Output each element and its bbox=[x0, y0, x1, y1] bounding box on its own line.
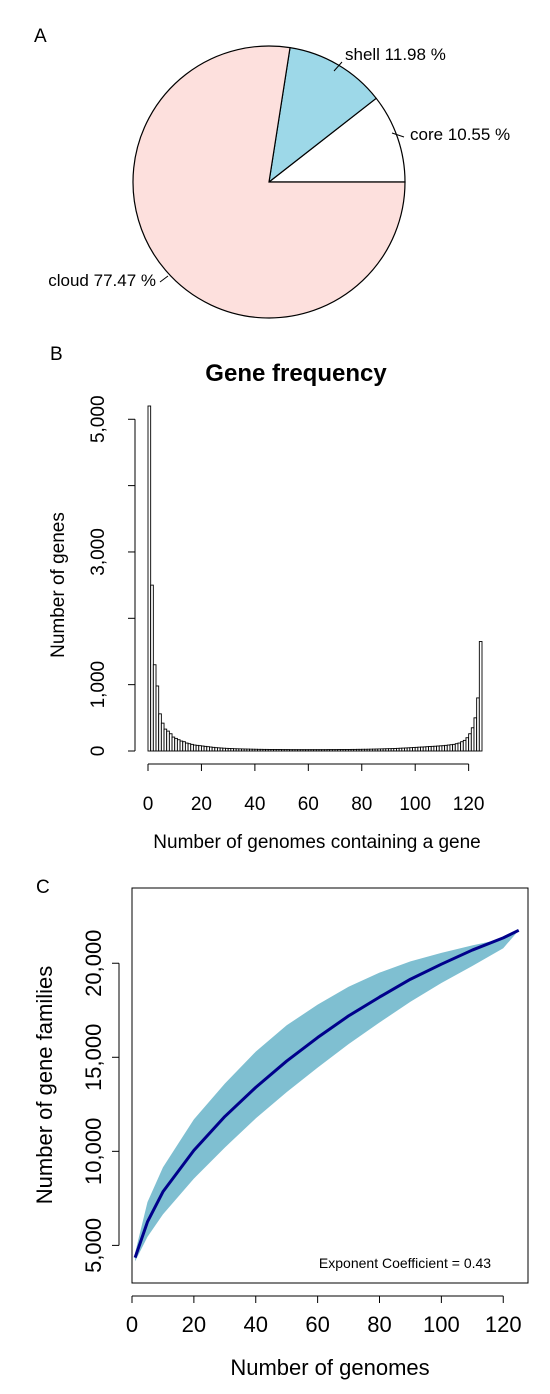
pie-slice-core bbox=[267, 97, 406, 183]
curve-y-tick-label: 5,000 bbox=[81, 1218, 106, 1273]
curve-x-tick-label: 0 bbox=[126, 1312, 138, 1337]
curve-x-tick-label: 80 bbox=[367, 1312, 391, 1337]
confidence-band bbox=[135, 930, 519, 1262]
panel-b-label: B bbox=[50, 344, 63, 365]
histogram-bar bbox=[478, 641, 483, 752]
histogram-y-tick-label: 3,000 bbox=[88, 528, 109, 576]
exponent-coefficient-annotation: Exponent Coefficient = 0.43 bbox=[319, 1255, 491, 1271]
pie-leader-core bbox=[391, 132, 405, 138]
curve-x-tick-label: 100 bbox=[423, 1312, 460, 1337]
mean-curve bbox=[133, 928, 520, 1259]
pie-slice-shell bbox=[268, 46, 378, 184]
curve-y-tick-label: 10,000 bbox=[81, 1118, 106, 1185]
pie-leader-cloud bbox=[159, 275, 169, 283]
histogram-y-tick-label: 1,000 bbox=[88, 661, 109, 709]
histogram-y-axis-label: Number of genes bbox=[48, 512, 69, 658]
histogram-x-tick-label: 20 bbox=[191, 794, 212, 815]
curve-y-tick-label: 20,000 bbox=[81, 930, 106, 997]
histogram-title: Gene frequency bbox=[205, 360, 387, 387]
histogram-x-axis-label: Number of genomes containing a gene bbox=[153, 832, 480, 853]
pie-slice-cloud bbox=[132, 45, 406, 319]
curve-x-tick-label: 20 bbox=[182, 1312, 206, 1337]
histogram-x-tick-label: 40 bbox=[244, 794, 265, 815]
curve-x-axis-label: Number of genomes bbox=[230, 1355, 429, 1380]
curve-x-tick-label: 40 bbox=[244, 1312, 268, 1337]
curve-x-tick-label: 60 bbox=[305, 1312, 329, 1337]
histogram-x-tick-label: 60 bbox=[298, 794, 319, 815]
histogram-x-tick-label: 80 bbox=[351, 794, 372, 815]
panel-a-pie-chart: A core 10.55 % shell 11.98 % cloud 77.47 % bbox=[34, 26, 510, 319]
panel-b-histogram: B Gene frequency 0 20 40 60 80 100 120 0 1,000 3,… bbox=[48, 344, 484, 853]
histogram-x-tick-label: 100 bbox=[399, 794, 431, 815]
curve-x-tick-label: 120 bbox=[485, 1312, 522, 1337]
pie-label-shell: shell 11.98 % bbox=[345, 45, 446, 64]
plot-c-frame bbox=[131, 887, 529, 1284]
histogram-y-tick-label: 5,000 bbox=[88, 395, 109, 443]
panel-c-accumulation-curve: C 0 20 40 60 80 100 120 5,000 10,000 15,000 20,000… bbox=[32, 877, 529, 1380]
histogram-bar bbox=[147, 405, 152, 752]
curve-y-tick-label: 15,000 bbox=[81, 1024, 106, 1091]
pie-leader-shell bbox=[333, 61, 343, 72]
pie-label-core: core 10.55 % bbox=[410, 125, 510, 144]
panel-a-label: A bbox=[34, 26, 47, 47]
histogram-x-tick-label: 0 bbox=[143, 794, 154, 815]
pie-label-cloud: cloud 77.47 % bbox=[48, 271, 156, 290]
curve-y-axis-label: Number of gene families bbox=[32, 966, 57, 1204]
histogram-y-tick-label: 0 bbox=[88, 746, 109, 757]
panel-c-label: C bbox=[36, 877, 50, 898]
histogram-x-tick-label: 120 bbox=[453, 794, 485, 815]
